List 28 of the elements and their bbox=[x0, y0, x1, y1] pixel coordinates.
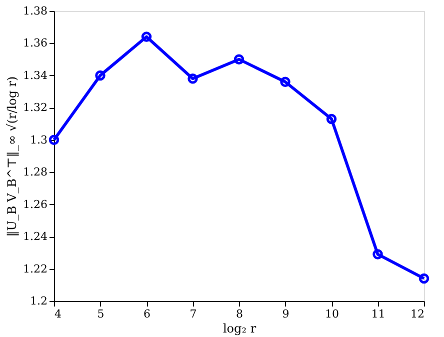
point bbox=[188, 74, 198, 84]
y-tick-label: 1.36 bbox=[23, 36, 48, 50]
x-tick-label: 10 bbox=[325, 308, 339, 320]
point bbox=[326, 114, 337, 124]
y-tick-label: 1.26 bbox=[23, 198, 48, 211]
point bbox=[372, 249, 383, 260]
y-tick-label: 1.22 bbox=[23, 262, 48, 276]
y-tick-label: 1.2 bbox=[30, 294, 48, 308]
y-tick-label: 1.28 bbox=[23, 166, 48, 179]
x-tick-label: 9 bbox=[282, 308, 290, 320]
x-tick-label: 11 bbox=[371, 308, 386, 320]
y-axis-title: ‖U_B V_B^⊤‖_∞ √(r/log r) bbox=[5, 76, 20, 237]
x-tick-label: 5 bbox=[97, 308, 104, 320]
x-tick-label: 7 bbox=[190, 308, 197, 320]
x-tick-label: 4 bbox=[54, 308, 62, 320]
point bbox=[95, 70, 106, 81]
point bbox=[234, 54, 244, 64]
point bbox=[141, 32, 152, 42]
y-tick-label: 1.38 bbox=[23, 4, 48, 18]
x-axis-title: log₂ r bbox=[222, 322, 256, 336]
x-tick-label: 6 bbox=[144, 308, 150, 320]
x-tick-label: 12 bbox=[410, 308, 424, 320]
y-tick-label: 1.34 bbox=[23, 68, 48, 82]
point bbox=[280, 76, 290, 88]
y-tick-label: 1.3 bbox=[30, 133, 48, 146]
x-tick-label: 8 bbox=[236, 308, 243, 320]
y-tick-label: 1.32 bbox=[23, 101, 48, 114]
y-tick-label: 1.24 bbox=[23, 230, 48, 244]
